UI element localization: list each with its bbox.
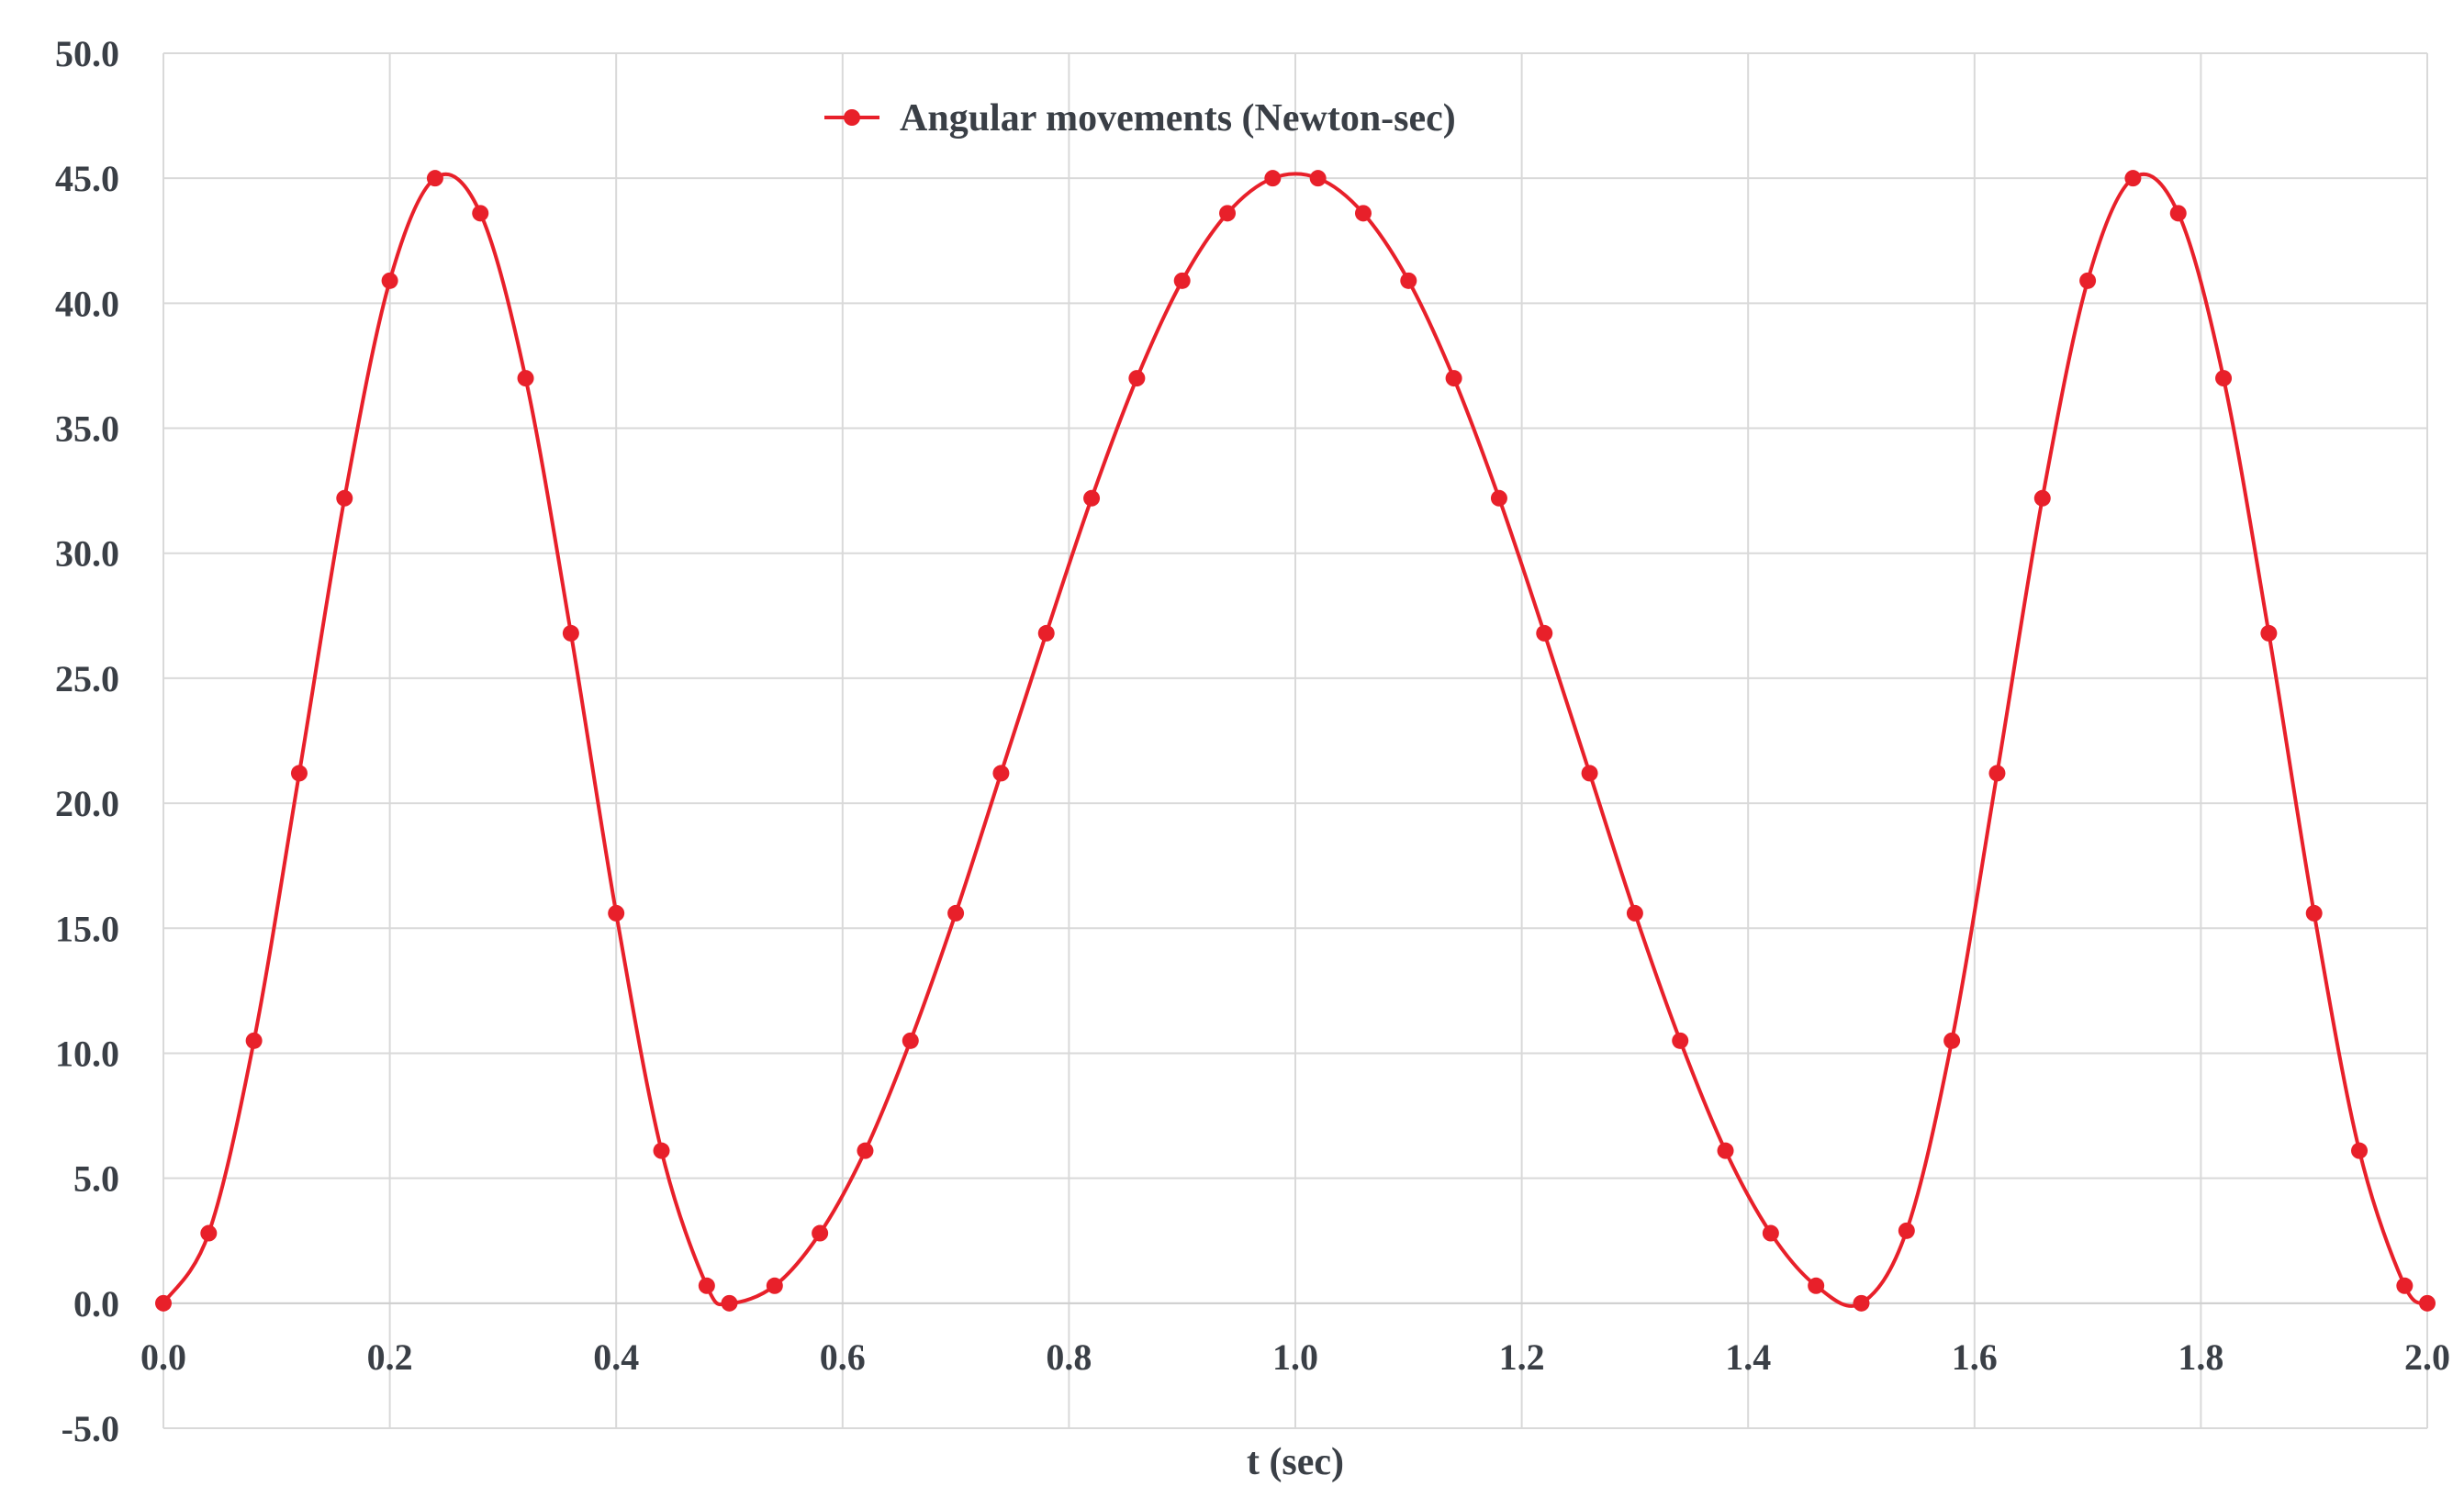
data-point xyxy=(1219,205,1237,222)
data-point xyxy=(1400,272,1417,289)
data-point xyxy=(2079,272,2097,289)
data-point xyxy=(1128,370,1146,387)
data-point xyxy=(1445,370,1462,387)
data-point xyxy=(2305,904,2323,922)
data-point xyxy=(426,170,443,187)
data-point xyxy=(2351,1142,2369,1159)
data-point xyxy=(1037,624,1055,642)
y-tick-label: -5.0 xyxy=(62,1408,119,1449)
data-point xyxy=(608,904,625,922)
data-point xyxy=(1309,170,1327,187)
x-tick-label: 0.0 xyxy=(140,1336,186,1378)
data-point xyxy=(1083,489,1101,507)
y-tick-label: 50.0 xyxy=(55,33,119,74)
data-point xyxy=(2124,170,2142,187)
legend-label: Angular movements (Newton-sec) xyxy=(900,97,1456,140)
data-point xyxy=(947,904,965,922)
data-point xyxy=(2396,1277,2414,1294)
gridlines xyxy=(162,52,2428,1429)
legend-marker-swatch xyxy=(844,109,860,126)
x-tick-label: 1.0 xyxy=(1272,1336,1318,1378)
data-point xyxy=(857,1142,874,1159)
y-tick-label: 30.0 xyxy=(55,533,119,575)
data-point xyxy=(2033,489,2051,507)
x-tick-label: 0.2 xyxy=(367,1336,413,1378)
data-point xyxy=(812,1224,829,1242)
x-tick-label: 1.4 xyxy=(1725,1336,1771,1378)
data-point xyxy=(290,765,308,782)
data-point xyxy=(200,1224,218,1242)
y-tick-label: 5.0 xyxy=(73,1158,119,1200)
data-point xyxy=(1943,1032,1961,1049)
series-layer xyxy=(155,170,2436,1312)
data-point xyxy=(1264,170,1282,187)
data-point xyxy=(1762,1224,1779,1242)
y-tick-label: 0.0 xyxy=(73,1283,119,1325)
x-tick-label: 1.6 xyxy=(1952,1336,1998,1378)
x-tick-label: 1.2 xyxy=(1499,1336,1545,1378)
data-point xyxy=(653,1142,670,1159)
y-tick-label: 25.0 xyxy=(55,658,119,699)
data-point xyxy=(2419,1294,2436,1312)
y-tick-label: 40.0 xyxy=(55,283,119,324)
y-tick-label: 35.0 xyxy=(55,408,119,450)
x-tick-label: 1.8 xyxy=(2178,1336,2223,1378)
data-point xyxy=(1581,765,1598,782)
data-point xyxy=(245,1032,263,1049)
data-point xyxy=(992,765,1010,782)
data-point xyxy=(1808,1277,1825,1294)
data-point xyxy=(2169,205,2187,222)
y-tick-label: 15.0 xyxy=(55,908,119,949)
data-point xyxy=(1354,205,1372,222)
data-point xyxy=(766,1277,783,1294)
y-tick-label: 10.0 xyxy=(55,1033,119,1074)
data-point xyxy=(1717,1142,1734,1159)
data-point xyxy=(1672,1032,1689,1049)
data-point xyxy=(1988,765,2006,782)
legend: Angular movements (Newton-sec) xyxy=(824,97,1456,140)
data-point xyxy=(1536,624,1553,642)
x-tick-label: 0.4 xyxy=(593,1336,639,1378)
data-point xyxy=(1898,1222,1915,1239)
data-point xyxy=(2260,624,2278,642)
data-point xyxy=(2215,370,2233,387)
data-point xyxy=(155,1294,172,1312)
data-point xyxy=(902,1032,919,1049)
y-tick-label: 45.0 xyxy=(55,158,119,199)
data-point xyxy=(721,1294,738,1312)
x-tick-label: 0.8 xyxy=(1046,1336,1092,1378)
data-point xyxy=(1490,489,1507,507)
y-tick-label: 20.0 xyxy=(55,783,119,824)
data-point xyxy=(472,205,489,222)
data-point xyxy=(1853,1294,1870,1312)
x-tick-label: 0.6 xyxy=(820,1336,866,1378)
x-tick-label: 2.0 xyxy=(2404,1336,2450,1378)
y-tick-labels: -5.0 0.0 5.0 10.0 15.0 20.0 25.0 30.0 35.0 40.0 45… xyxy=(55,33,119,1449)
x-axis-title: t (sec) xyxy=(1247,1441,1344,1483)
data-point xyxy=(1626,904,1643,922)
data-point xyxy=(336,489,353,507)
data-point xyxy=(381,272,398,289)
data-point xyxy=(517,370,534,387)
data-point xyxy=(1173,272,1191,289)
x-tick-labels: 0.0 0.2 0.4 0.6 0.8 1.0 1.2 1.4 1.6 1.8 2.0 xyxy=(140,1336,2450,1378)
data-point xyxy=(698,1277,715,1294)
data-point xyxy=(562,624,579,642)
